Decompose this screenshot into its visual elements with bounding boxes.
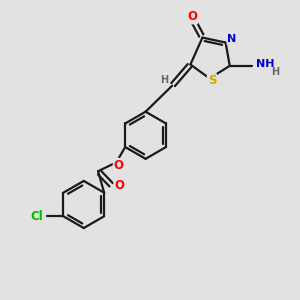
Text: NH: NH	[256, 59, 274, 69]
Text: N: N	[227, 34, 237, 44]
Text: S: S	[208, 74, 216, 87]
Text: H: H	[160, 75, 168, 85]
Text: Cl: Cl	[31, 210, 43, 223]
Text: H: H	[271, 68, 279, 77]
Text: O: O	[114, 159, 124, 172]
Text: O: O	[114, 178, 124, 191]
Text: O: O	[187, 11, 197, 23]
